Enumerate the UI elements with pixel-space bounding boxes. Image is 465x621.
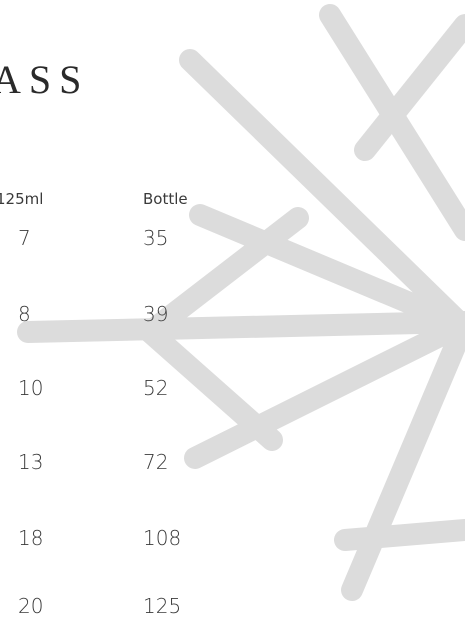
- column-header: 125ml: [0, 190, 43, 208]
- column-header: Bottle: [143, 190, 188, 208]
- price: 39: [143, 302, 168, 326]
- price: 52: [143, 376, 168, 400]
- price: 8: [18, 302, 31, 326]
- title: ASS: [0, 56, 89, 103]
- price: 13: [18, 450, 43, 474]
- price: 18: [18, 526, 43, 550]
- price: 108: [143, 526, 181, 550]
- price: 72: [143, 450, 168, 474]
- price: 125: [143, 594, 181, 618]
- price: 7: [18, 226, 31, 250]
- page: ASS 125mlBottle735839105213721810820125 …: [0, 0, 465, 621]
- price: 20: [18, 594, 43, 618]
- price: 35: [143, 226, 168, 250]
- price: 10: [18, 376, 43, 400]
